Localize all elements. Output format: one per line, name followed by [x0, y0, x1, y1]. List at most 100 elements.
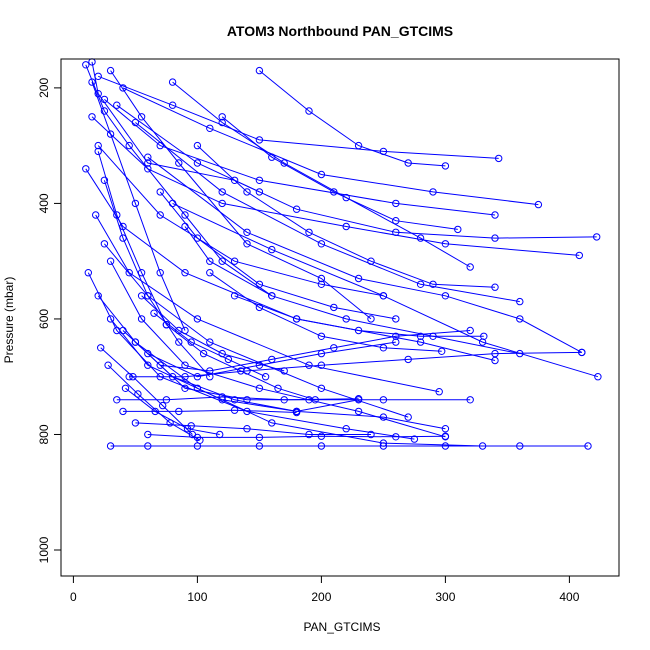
data-point	[354, 326, 363, 335]
data-point	[416, 280, 425, 288]
x-tick-label: 400	[559, 590, 579, 604]
x-tick-label: 300	[435, 590, 455, 604]
data-point	[181, 373, 189, 381]
data-point	[317, 280, 326, 288]
data-point	[317, 349, 326, 358]
y-tick-label: 1000	[37, 536, 51, 563]
data-point	[268, 355, 276, 364]
data-point	[82, 61, 90, 69]
data-point	[255, 176, 264, 185]
data-point	[478, 442, 487, 450]
data-point	[106, 130, 115, 138]
data-point	[416, 234, 425, 242]
data-point	[410, 435, 419, 443]
data-point	[125, 373, 133, 381]
series-line-7	[116, 104, 597, 239]
data-point	[441, 442, 450, 450]
y-tick-label: 800	[37, 424, 51, 444]
data-point	[575, 251, 583, 260]
data-point	[292, 315, 301, 323]
data-point	[156, 211, 164, 219]
data-point	[268, 292, 276, 300]
data-point	[280, 159, 288, 167]
data-point	[206, 124, 214, 133]
data-point	[317, 442, 326, 450]
data-point	[255, 361, 264, 369]
data-point	[144, 165, 152, 173]
y-tick-label: 600	[37, 309, 51, 329]
data-point	[193, 159, 202, 167]
data-point	[255, 433, 264, 442]
data-point	[261, 373, 270, 381]
y-tick-label: 400	[37, 193, 51, 213]
data-point	[94, 72, 102, 81]
data-point	[237, 367, 245, 375]
data-point	[88, 113, 96, 121]
data-point	[125, 269, 133, 277]
data-point	[144, 153, 152, 161]
series-line-41	[91, 81, 186, 331]
data-point	[119, 222, 127, 231]
data-point	[100, 107, 109, 115]
series-line-42	[97, 151, 167, 325]
data-point	[82, 165, 90, 173]
data-point	[438, 347, 446, 355]
data-point	[218, 257, 226, 265]
data-point	[516, 297, 524, 306]
data-point	[255, 66, 264, 75]
data-point	[354, 395, 363, 403]
data-point	[243, 425, 251, 433]
data-point	[216, 430, 224, 439]
data-point	[104, 361, 112, 369]
data-point	[379, 442, 388, 450]
data-point	[106, 315, 115, 323]
data-point	[94, 90, 102, 98]
data-point	[491, 283, 499, 291]
y-tick-label: 200	[37, 78, 51, 98]
data-point	[100, 240, 109, 248]
data-point	[193, 384, 202, 392]
data-point	[243, 188, 251, 196]
data-point	[175, 338, 183, 346]
data-point	[255, 384, 264, 392]
series-line-1	[85, 64, 273, 297]
data-point	[305, 228, 313, 237]
data-point	[94, 292, 102, 300]
series-line-14	[104, 243, 409, 418]
data-point	[243, 407, 251, 416]
data-point	[342, 425, 350, 433]
data-point	[330, 303, 338, 312]
data-point	[491, 234, 499, 242]
data-point	[175, 159, 183, 167]
data-point	[317, 384, 326, 392]
data-point	[144, 430, 152, 439]
data-point	[119, 326, 127, 335]
data-point	[435, 388, 443, 396]
series-line-15	[110, 260, 446, 438]
series-line-32	[259, 70, 446, 167]
data-point	[255, 280, 264, 288]
data-point	[516, 349, 524, 358]
data-point	[218, 199, 226, 208]
series-line-35	[141, 295, 285, 372]
data-point	[466, 263, 474, 271]
data-point	[268, 153, 276, 161]
data-point	[181, 269, 189, 277]
data-point	[94, 141, 102, 150]
y-axis-label: Pressure (mbar)	[2, 277, 16, 364]
series-line-13	[95, 214, 440, 393]
x-axis: 0 100 200 300 400	[70, 575, 580, 604]
data-point	[292, 205, 301, 213]
data-point	[495, 154, 503, 163]
data-point	[199, 349, 208, 358]
data-point	[106, 257, 115, 265]
data-point	[404, 413, 412, 421]
data-point	[454, 225, 462, 234]
series-points	[82, 58, 602, 450]
data-point	[441, 432, 450, 440]
data-point	[342, 315, 350, 323]
series-lines	[85, 61, 599, 447]
data-point	[188, 430, 197, 439]
data-point	[367, 257, 375, 265]
